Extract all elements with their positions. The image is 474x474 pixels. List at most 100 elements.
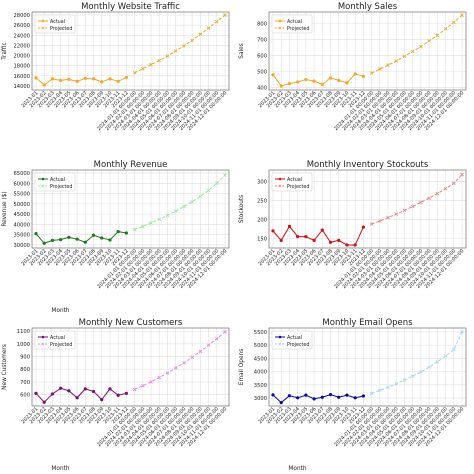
y-tick-label: 700 — [257, 37, 267, 43]
data-point — [361, 225, 365, 229]
y-tick-label: 24000 — [13, 33, 30, 39]
data-point-stroke — [460, 172, 464, 177]
y-tick-label: 40000 — [13, 222, 30, 228]
data-point-stroke — [443, 186, 448, 191]
data-point — [279, 400, 283, 405]
data-point-stroke — [386, 63, 390, 67]
chart-title: Monthly Sales — [338, 2, 398, 12]
data-point-stroke — [427, 196, 431, 200]
y-tick-label: 4500 — [254, 356, 267, 362]
data-point — [34, 76, 38, 80]
series-line-projected — [134, 331, 226, 390]
data-point — [149, 221, 153, 225]
data-point — [435, 191, 440, 196]
data-point — [116, 229, 120, 234]
data-point — [443, 354, 448, 358]
data-point — [223, 13, 227, 17]
data-point — [157, 58, 162, 63]
data-point — [427, 196, 431, 200]
legend-marker — [278, 335, 282, 339]
data-point-stroke — [190, 355, 194, 359]
data-point — [460, 330, 464, 334]
data-point — [435, 360, 440, 364]
data-point-stroke — [198, 32, 203, 37]
chart-title: Monthly Website Traffic — [81, 2, 180, 12]
data-point — [42, 83, 46, 87]
data-point — [108, 387, 112, 391]
data-point-stroke — [410, 49, 415, 54]
data-point — [124, 231, 128, 235]
data-point — [279, 84, 283, 88]
y-axis-label: Traffic — [2, 42, 8, 60]
y-tick-label: 22000 — [13, 43, 30, 49]
data-point — [451, 181, 456, 186]
data-point-stroke — [206, 188, 211, 193]
y-axis-label: Email Opens — [239, 349, 245, 385]
data-point — [378, 219, 382, 223]
data-point — [320, 82, 324, 86]
data-point — [67, 77, 71, 81]
data-point-stroke — [132, 227, 137, 232]
data-point — [337, 395, 341, 399]
data-point-stroke — [223, 173, 227, 177]
data-point — [141, 383, 145, 388]
data-point — [402, 208, 407, 213]
data-point-stroke — [394, 212, 399, 216]
data-point-stroke — [394, 382, 399, 386]
data-point — [328, 393, 333, 397]
x-axis-label: Month — [51, 308, 69, 314]
data-point-stroke — [386, 215, 390, 220]
data-point-stroke — [132, 387, 137, 392]
data-point — [83, 240, 87, 244]
data-point-stroke — [173, 49, 178, 53]
data-point — [141, 224, 145, 229]
series-line-actual — [35, 231, 127, 244]
data-point-stroke — [451, 20, 456, 25]
data-point — [378, 67, 382, 71]
data-point — [50, 77, 55, 81]
chart-5: Monthly Email Opens 3000 3500 4000 4500 5000 5… — [239, 318, 467, 472]
data-point — [223, 330, 227, 334]
data-point-stroke — [223, 13, 227, 17]
data-point-stroke — [419, 44, 423, 49]
y-tick-label: 5500 — [254, 330, 267, 336]
data-point — [206, 188, 211, 193]
data-point — [402, 54, 407, 59]
data-point — [67, 235, 71, 239]
y-axis-label: New Customers — [2, 344, 8, 390]
data-point — [345, 393, 349, 397]
legend-label: Actual — [50, 335, 65, 341]
y-tick-label: 20000 — [13, 54, 30, 60]
data-point — [214, 19, 219, 24]
data-point — [190, 199, 194, 204]
data-point — [165, 371, 170, 375]
data-point — [124, 391, 128, 395]
data-point — [182, 204, 186, 209]
data-point-stroke — [394, 59, 399, 63]
legend-label: Actual — [287, 177, 302, 183]
legend-label: Actual — [50, 177, 65, 183]
series-line-projected — [134, 14, 226, 74]
data-point — [328, 76, 333, 80]
data-point-stroke — [206, 26, 211, 30]
data-point-stroke — [182, 361, 186, 365]
data-point-stroke — [419, 370, 423, 374]
data-point — [75, 237, 79, 241]
y-tick-label: 1000 — [17, 342, 30, 348]
data-point-stroke — [182, 204, 186, 209]
data-point — [50, 392, 55, 396]
chart-title: Monthly New Customers — [79, 318, 183, 328]
legend-label: Projected — [50, 342, 72, 348]
data-point — [369, 391, 374, 396]
data-point — [149, 62, 153, 67]
data-point — [141, 66, 145, 71]
data-point — [108, 77, 112, 81]
data-point-stroke — [378, 388, 382, 393]
data-point — [157, 217, 162, 222]
